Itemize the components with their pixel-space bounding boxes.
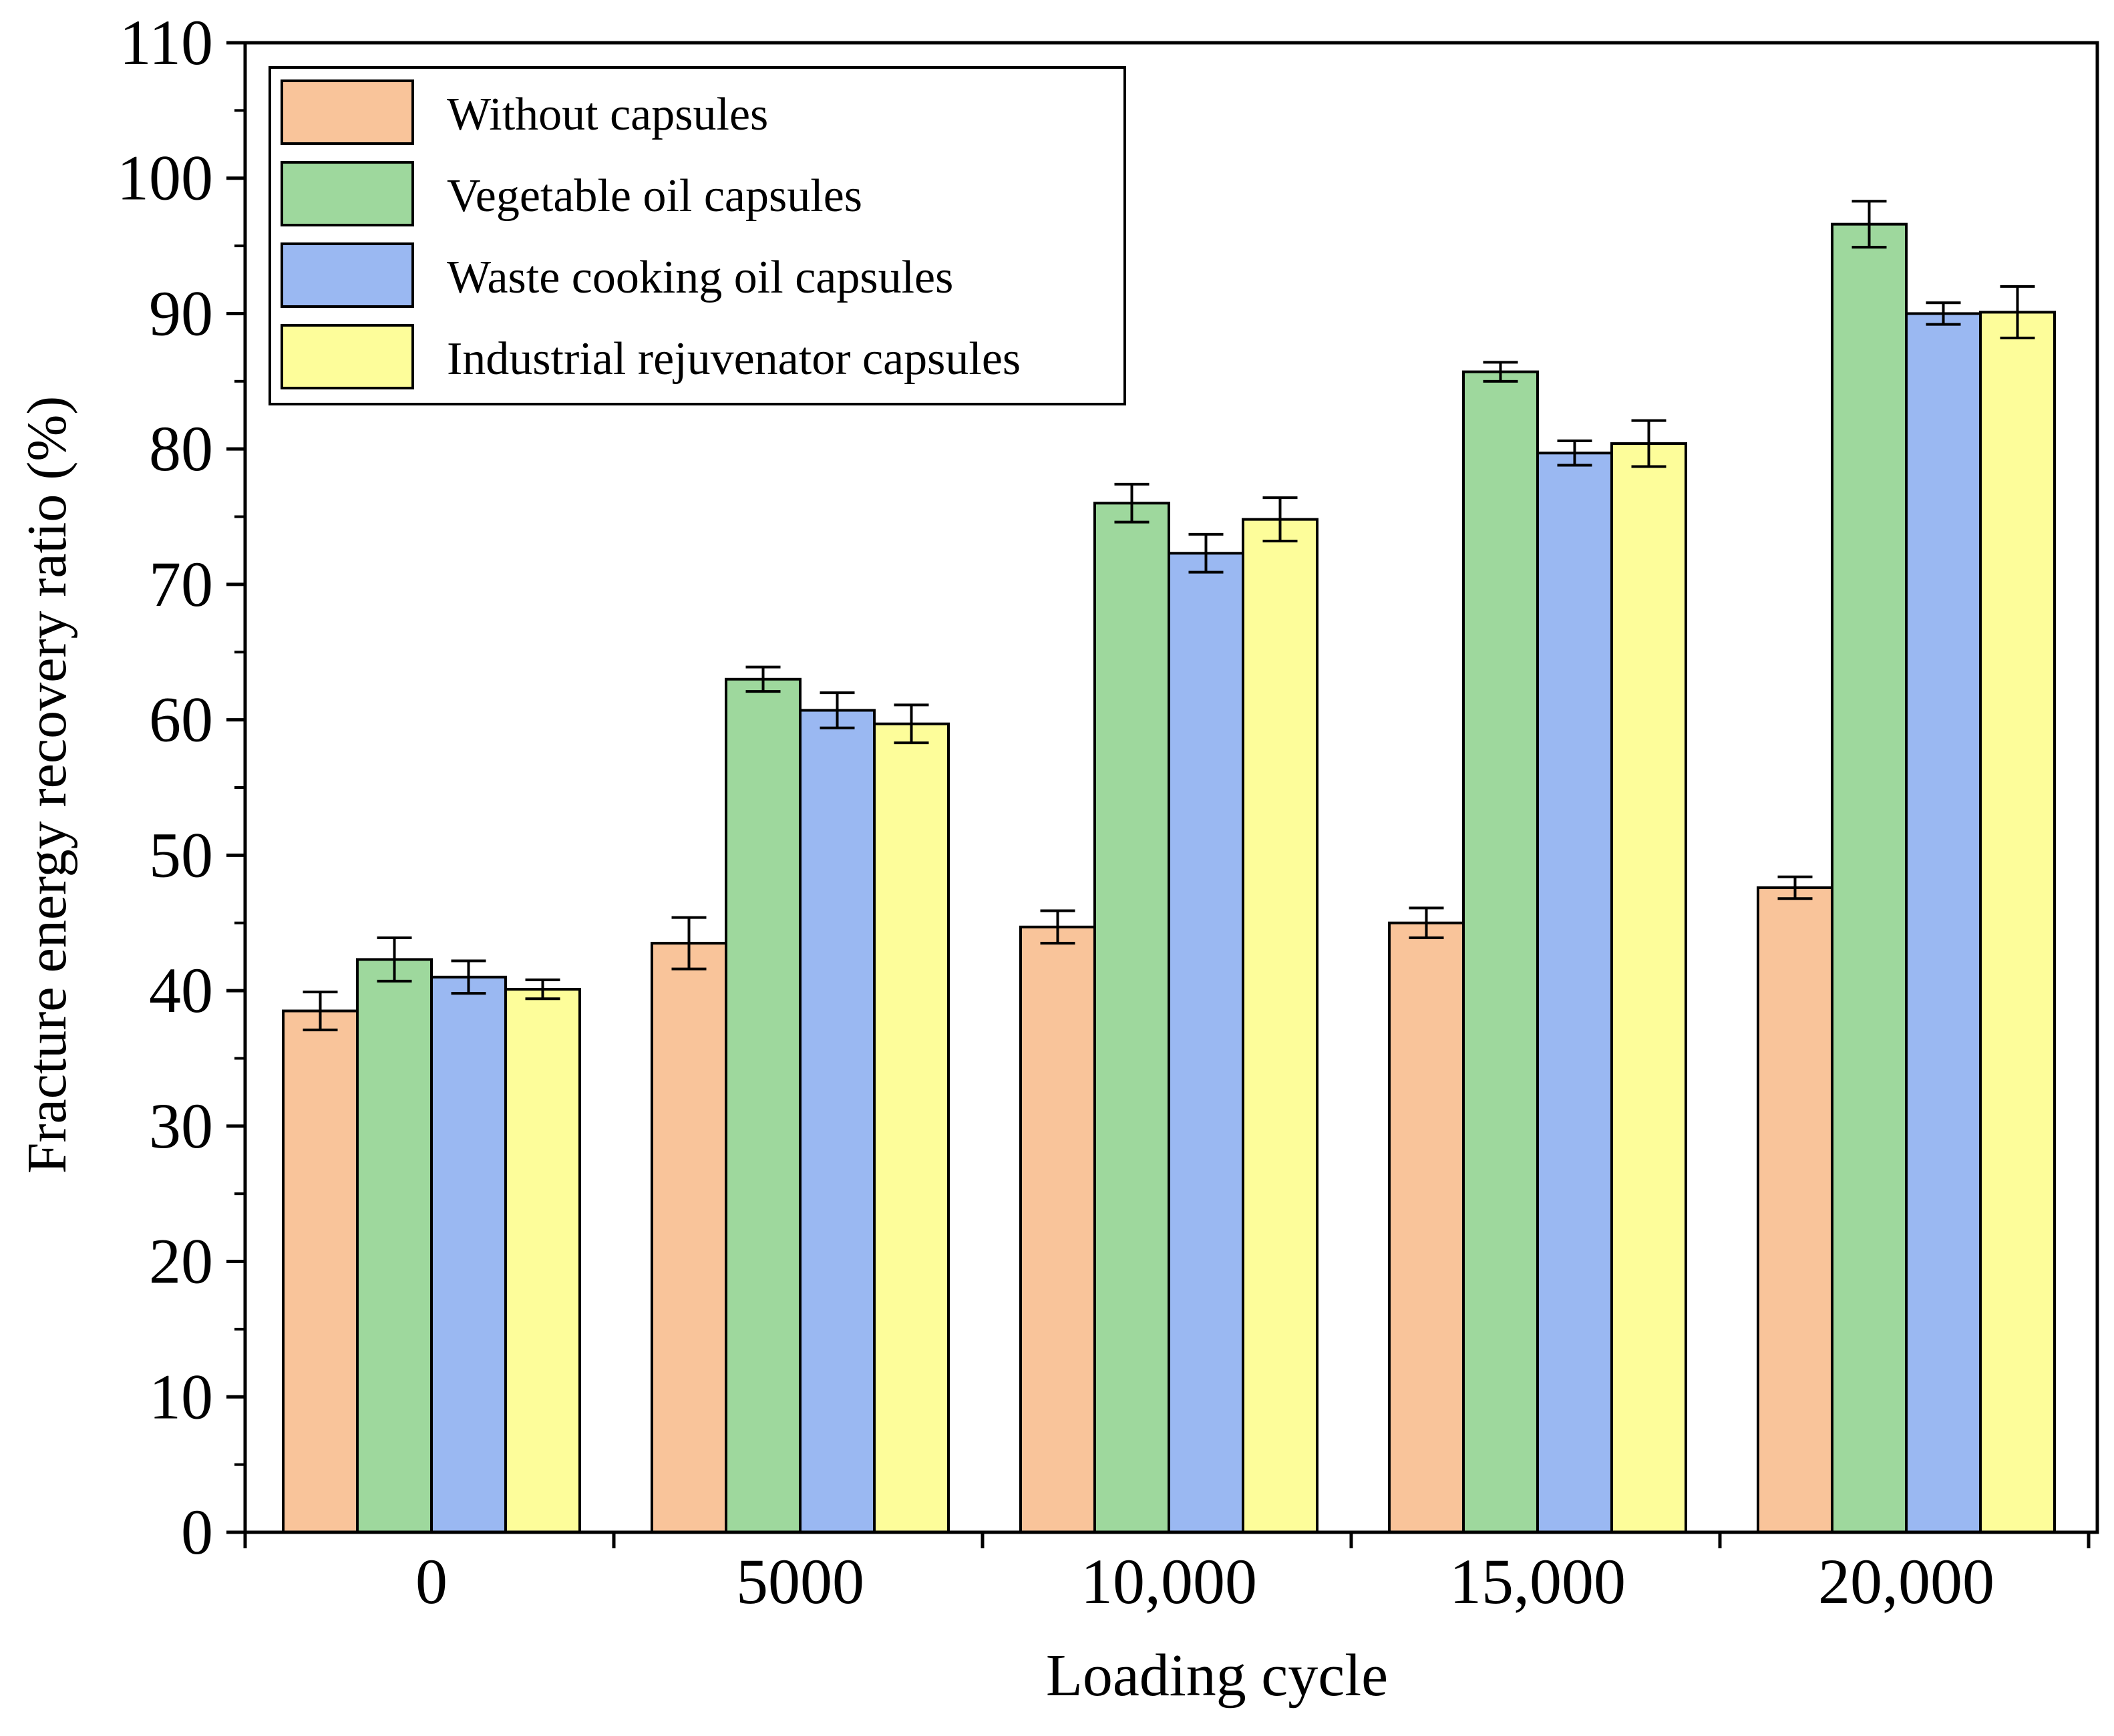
- legend-label: Without capsules: [447, 89, 768, 140]
- bar: [725, 677, 802, 1534]
- legend: Without capsules Vegetable oil capsules Wa…: [269, 66, 1126, 405]
- legend-label: Waste cooking oil capsules: [447, 252, 953, 303]
- bar: [282, 1009, 359, 1534]
- y-axis-label: Fracture energy recovery ratio (%): [16, 396, 78, 1174]
- bar: [356, 958, 433, 1534]
- legend-swatch: [281, 79, 414, 145]
- x-tick-label: 5000: [736, 1546, 864, 1617]
- x-tick-label: 0: [415, 1546, 448, 1617]
- legend-swatch: [281, 324, 414, 389]
- bar: [430, 975, 507, 1534]
- bar: [873, 722, 950, 1534]
- bar: [1242, 518, 1318, 1534]
- bar: [1831, 222, 1908, 1534]
- legend-swatch: [281, 161, 414, 226]
- bars-layer: [282, 222, 2056, 1534]
- y-tick-label: 30: [149, 1090, 213, 1162]
- y-tick-label: 60: [149, 684, 213, 755]
- bar: [1610, 442, 1687, 1534]
- legend-swatch: [281, 242, 414, 308]
- y-tick-label: 110: [120, 7, 213, 78]
- bar: [799, 709, 876, 1534]
- y-tick-label: 50: [149, 819, 213, 890]
- y-tick-label: 100: [117, 142, 213, 214]
- bar: [1019, 925, 1096, 1534]
- x-tick-label: 15,000: [1449, 1546, 1626, 1617]
- y-tick-label: 40: [149, 954, 213, 1026]
- bar: [651, 942, 727, 1534]
- y-tick-label: 70: [149, 548, 213, 620]
- bar: [1462, 370, 1539, 1534]
- y-tick-label: 10: [149, 1361, 213, 1432]
- legend-label: Vegetable oil capsules: [447, 170, 862, 222]
- bar: [1757, 886, 1833, 1534]
- y-tick-label: 80: [149, 413, 213, 484]
- bar: [1168, 552, 1244, 1534]
- x-tick-label: 20,000: [1818, 1546, 1994, 1617]
- x-tick-label: 10,000: [1081, 1546, 1257, 1617]
- bar: [504, 988, 581, 1534]
- x-axis-label: Loading cycle: [1046, 1642, 1388, 1709]
- axes-layer: 0 5000 10,000 15,000 20,000 0 10 20 30 40 50 60 70 80…: [117, 7, 2099, 1617]
- bar: [1093, 502, 1170, 1534]
- y-tick-label: 90: [149, 277, 213, 349]
- bar: [1905, 312, 1982, 1534]
- legend-label: Industrial rejuvenator capsules: [447, 333, 1021, 385]
- y-tick-label: 0: [181, 1496, 213, 1568]
- bar: [1979, 311, 2056, 1534]
- error-bars-layer: [303, 200, 2035, 1031]
- bar: [1536, 452, 1613, 1534]
- bar: [1388, 921, 1465, 1534]
- y-tick-label: 20: [149, 1226, 213, 1297]
